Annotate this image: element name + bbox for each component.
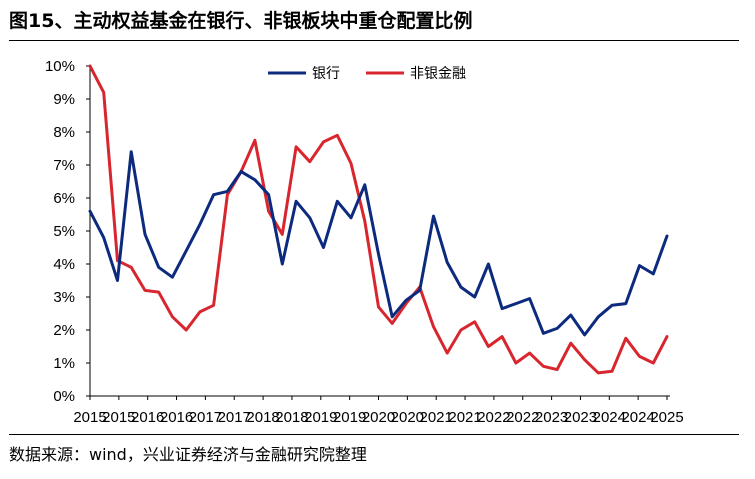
y-tick-label: 2%	[53, 322, 75, 339]
y-tick-label: 6%	[53, 190, 75, 207]
x-tick-label: 2024	[593, 409, 626, 426]
x-tick-label: 2016	[131, 409, 164, 426]
y-tick-label: 1%	[53, 355, 75, 372]
x-tick-label: 2020	[391, 409, 424, 426]
title-divider	[9, 40, 739, 41]
y-tick-labels: 0% 1% 2% 3% 4% 5% 6% 7% 8% 9% 10%	[45, 58, 90, 405]
x-tick-label: 2020	[362, 409, 395, 426]
x-tick-label: 2016	[160, 409, 193, 426]
y-tick-label: 10%	[45, 58, 75, 75]
x-tick-label: 2017	[218, 409, 251, 426]
x-tick-label: 2021	[448, 409, 481, 426]
series-line-bank	[88, 150, 669, 337]
chart-title: 图15、主动权益基金在银行、非银板块中重仓配置比例	[9, 10, 473, 32]
x-tick-label: 2017	[189, 409, 222, 426]
x-tick-label: 2019	[304, 409, 337, 426]
x-tick-label: 2025	[650, 409, 683, 426]
series-lines	[88, 64, 669, 375]
source-note: 数据来源：wind，兴业证券经济与金融研究院整理	[9, 445, 367, 464]
x-tick-label: 2023	[564, 409, 597, 426]
x-tick-label: 2021	[420, 409, 453, 426]
x-tick-label: 2022	[506, 409, 539, 426]
series-line-nonbank	[88, 64, 669, 375]
y-tick-label: 7%	[53, 157, 75, 174]
x-tick-label: 2024	[621, 409, 654, 426]
x-tick-label: 2022	[477, 409, 510, 426]
legend: 银行 非银金融	[268, 66, 466, 82]
legend-label: 银行	[312, 66, 340, 82]
y-tick-label: 9%	[53, 91, 75, 108]
y-tick-label: 5%	[53, 223, 75, 240]
x-tick-label: 2018	[275, 409, 308, 426]
y-tick-label: 4%	[53, 256, 75, 273]
x-tick-label: 2015	[73, 409, 106, 426]
chart-axes	[89, 66, 670, 397]
source-divider	[9, 434, 739, 435]
x-tick-label: 2023	[535, 409, 568, 426]
x-tick-label: 2018	[246, 409, 279, 426]
x-tick-labels: 2015201520162016201720172018201820192019…	[73, 396, 684, 426]
legend-label: 非银金融	[410, 66, 466, 82]
x-tick-label: 2015	[102, 409, 135, 426]
y-tick-label: 0%	[53, 388, 75, 405]
y-tick-label: 3%	[53, 289, 75, 306]
x-tick-label: 2019	[333, 409, 366, 426]
y-tick-label: 8%	[53, 124, 75, 141]
